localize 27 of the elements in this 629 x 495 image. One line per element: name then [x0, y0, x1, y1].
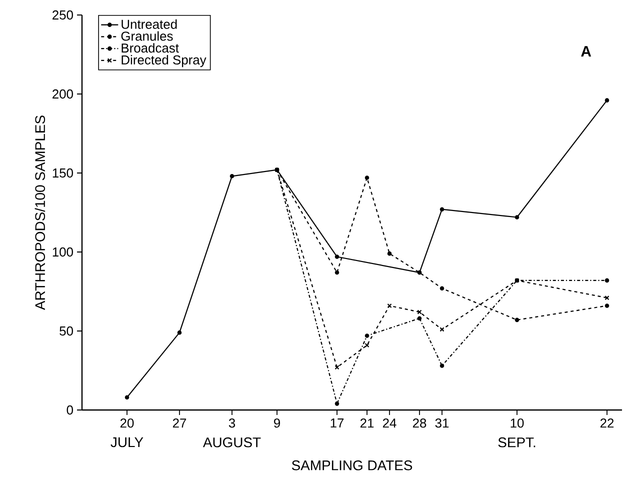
y-tick-label: 250: [52, 10, 73, 20]
y-tick-label: 50: [60, 326, 73, 336]
x-tick-label: 17: [330, 418, 344, 428]
text: JULY: [110, 437, 144, 448]
x-tick-label: 20: [120, 418, 134, 428]
legend-label: Granules: [121, 31, 173, 41]
legend-label: Broadcast: [122, 43, 179, 53]
y-tick-label: 150: [52, 168, 73, 178]
x-axis-title: SAMPLING DATES: [292, 460, 412, 470]
x-tick-label: 22: [600, 418, 614, 428]
x-tick-label: 27: [172, 418, 186, 428]
annotation: A: [581, 46, 592, 56]
y-tick-label: 100: [52, 247, 73, 257]
y-axis-title: ARTHROPODS/100 SAMPLES: [34, 116, 46, 310]
x-tick-label: 3: [228, 418, 236, 428]
legend-label: Untreated: [122, 19, 177, 29]
x-tick-label: 28: [412, 418, 426, 428]
x-tick-label: 24: [382, 418, 396, 428]
x-tick-label: 31: [435, 418, 449, 428]
x-tick-label: 21: [360, 418, 374, 428]
text: AUGUST: [202, 437, 261, 448]
x-tick-label: 10: [510, 418, 524, 428]
y-tick-label: 0: [66, 405, 73, 415]
x-tick-label: 9: [274, 418, 280, 428]
legend-label: Directed Spray: [122, 55, 206, 68]
y-tick-label: 200: [52, 89, 73, 99]
text: SEPT.: [498, 437, 536, 448]
